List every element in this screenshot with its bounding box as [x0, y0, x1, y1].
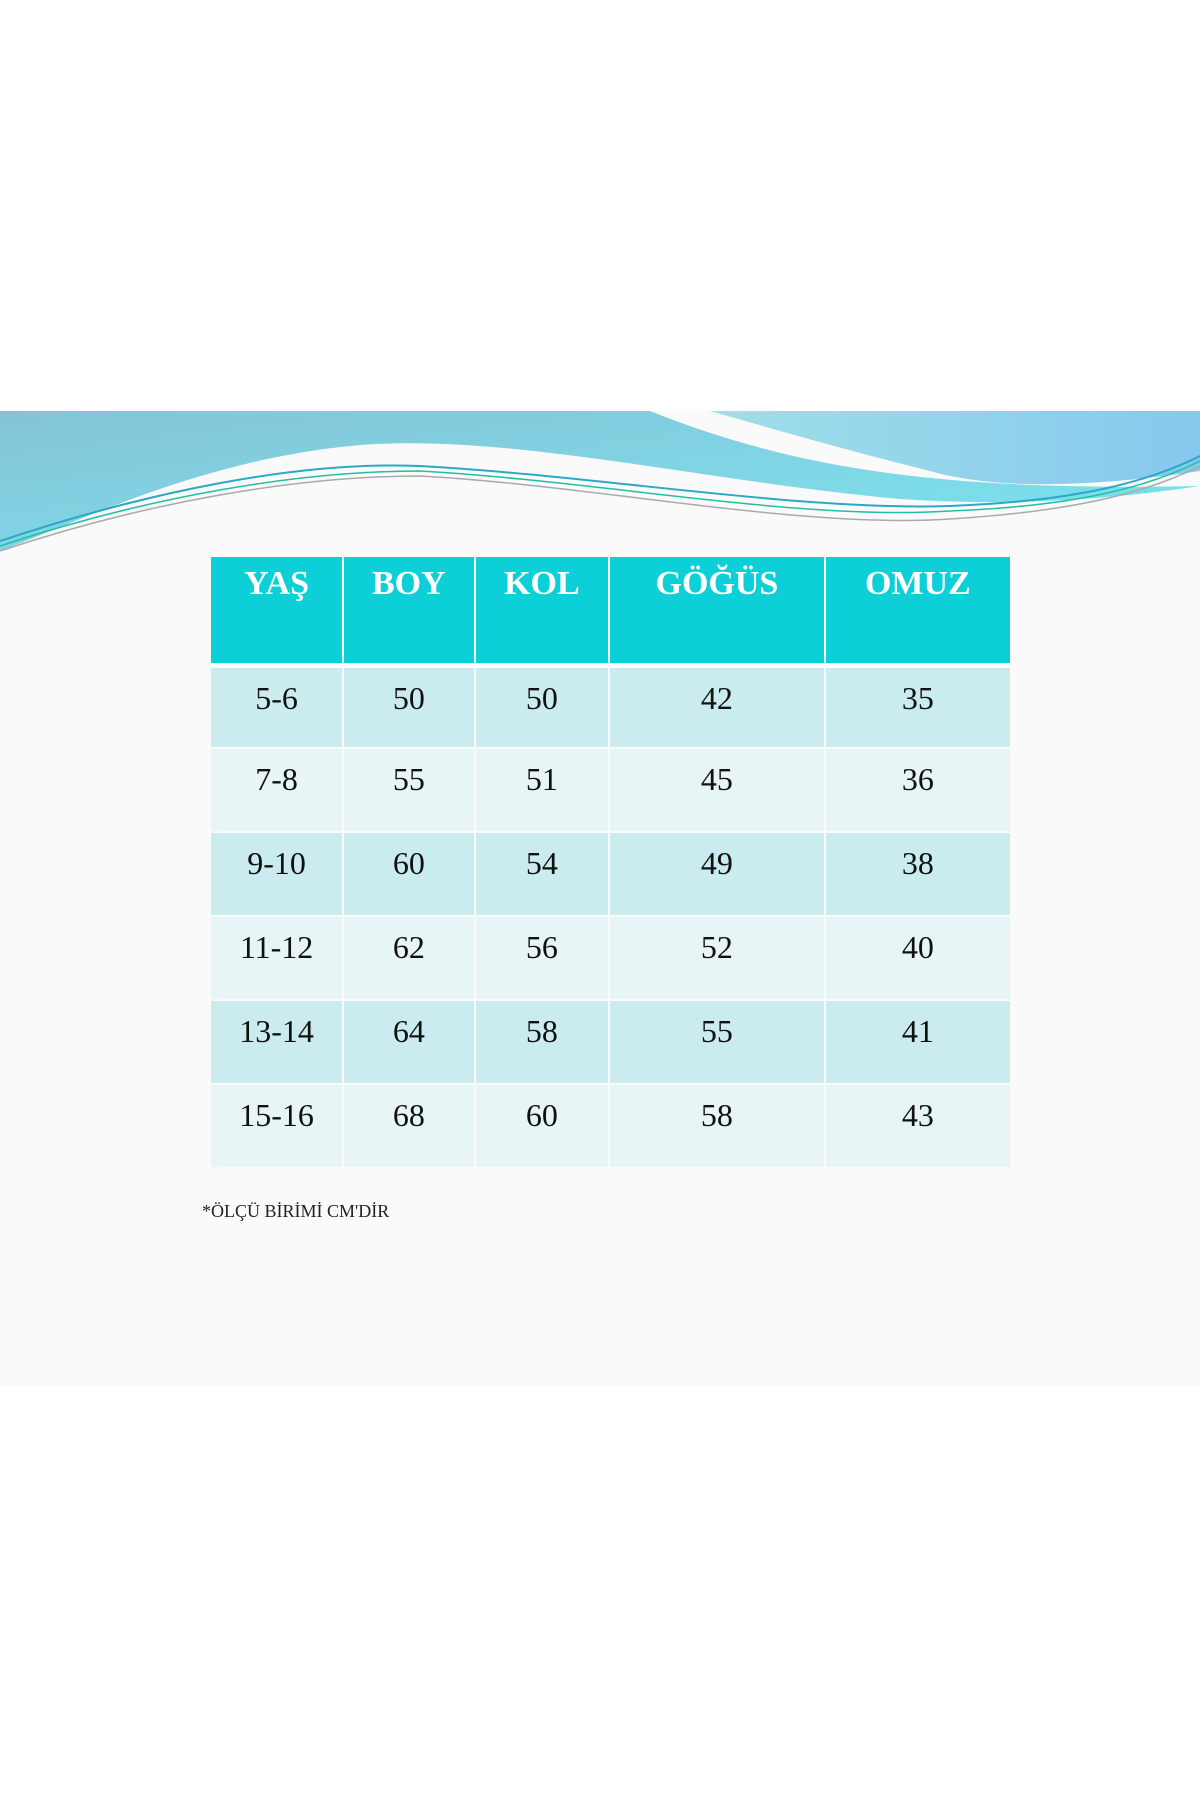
table-cell: 9-10 [211, 833, 343, 915]
footnote: *ÖLÇÜ BİRİMİ CM'DİR [202, 1201, 390, 1221]
table-cell: 36 [825, 749, 1010, 831]
table-row: 15-16 68 60 58 43 [211, 1085, 1010, 1167]
size-table: YAŞ BOY KOL GÖĞÜS OMUZ 5-6 50 50 42 35 7-8 55 5… [209, 555, 1012, 1169]
table-header-row: YAŞ BOY KOL GÖĞÜS OMUZ [211, 557, 1010, 663]
table-cell: 43 [825, 1085, 1010, 1167]
header-chest: GÖĞÜS [610, 557, 824, 663]
header-shoulder: OMUZ [825, 557, 1010, 663]
table-cell: 64 [344, 1001, 474, 1083]
table-cell: 52 [610, 917, 824, 999]
table-cell: 35 [825, 665, 1010, 747]
table-row: 5-6 50 50 42 35 [211, 665, 1010, 747]
table-cell: 68 [344, 1085, 474, 1167]
table-cell: 58 [475, 1001, 609, 1083]
table-cell: 13-14 [211, 1001, 343, 1083]
table-cell: 58 [610, 1085, 824, 1167]
table-cell: 45 [610, 749, 824, 831]
table-cell: 7-8 [211, 749, 343, 831]
table-row: 9-10 60 54 49 38 [211, 833, 1010, 915]
header-length: BOY [344, 557, 474, 663]
table-cell: 5-6 [211, 665, 343, 747]
table-cell: 51 [475, 749, 609, 831]
header-sleeve: KOL [475, 557, 609, 663]
header-age: YAŞ [211, 557, 343, 663]
table-cell: 54 [475, 833, 609, 915]
table-row: 11-12 62 56 52 40 [211, 917, 1010, 999]
table-cell: 15-16 [211, 1085, 343, 1167]
table-row: 7-8 55 51 45 36 [211, 749, 1010, 831]
table-cell: 11-12 [211, 917, 343, 999]
table-cell: 60 [344, 833, 474, 915]
table-cell: 60 [475, 1085, 609, 1167]
table-cell: 55 [344, 749, 474, 831]
table-row: 13-14 64 58 55 41 [211, 1001, 1010, 1083]
table-cell: 62 [344, 917, 474, 999]
table-cell: 55 [610, 1001, 824, 1083]
table-cell: 42 [610, 665, 824, 747]
table-cell: 49 [610, 833, 824, 915]
size-chart-slide: YAŞ BOY KOL GÖĞÜS OMUZ 5-6 50 50 42 35 7-8 55 5… [0, 411, 1200, 1386]
table-cell: 56 [475, 917, 609, 999]
table-cell: 40 [825, 917, 1010, 999]
decorative-wave [0, 411, 1200, 552]
table-cell: 38 [825, 833, 1010, 915]
table-cell: 41 [825, 1001, 1010, 1083]
table-cell: 50 [475, 665, 609, 747]
table-cell: 50 [344, 665, 474, 747]
